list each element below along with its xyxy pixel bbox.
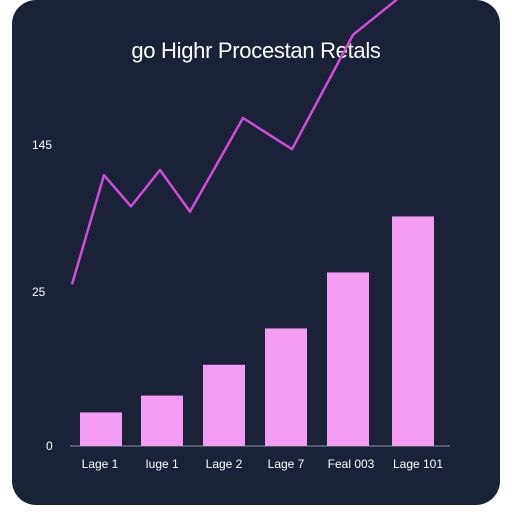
x-tick-label-6: Lage 101	[393, 457, 443, 471]
bar-4	[265, 328, 307, 446]
x-tick-labels: Lage 1 Iuge 1 Lage 2 Lage 7 Feal 003 Lage 101	[82, 457, 444, 471]
y-tick-label-3: 145	[32, 138, 52, 152]
line-series	[70, 0, 399, 285]
bar-3	[203, 364, 245, 446]
line-series-group	[70, 0, 399, 285]
bar-1	[80, 412, 122, 446]
bar-2	[141, 395, 183, 446]
y-tick-label-1: 0	[46, 439, 53, 453]
x-tick-label-1: Lage 1	[82, 457, 119, 471]
x-tick-label-2: Iuge 1	[145, 457, 179, 471]
bar-5	[327, 272, 369, 446]
y-tick-labels: 0 25 145	[32, 138, 53, 453]
x-tick-label-4: Lage 7	[268, 457, 305, 471]
bar-6	[392, 216, 434, 446]
bar-group	[80, 216, 434, 446]
x-tick-label-3: Lage 2	[206, 457, 243, 471]
y-tick-label-2: 25	[32, 285, 46, 299]
x-tick-label-5: Feal 003	[328, 457, 375, 471]
